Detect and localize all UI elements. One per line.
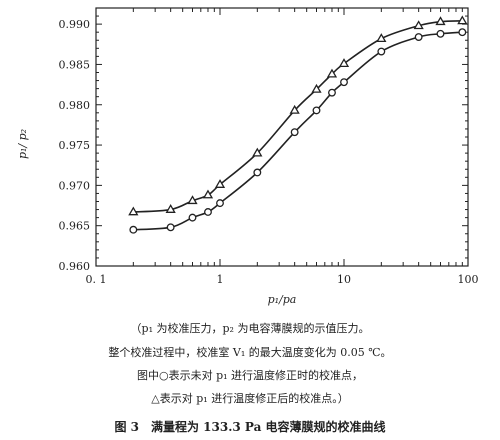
triangle-marker bbox=[252, 147, 263, 157]
caption-note-4: △表示对 p₁ 进行温度修正后的校准点。） bbox=[151, 392, 349, 405]
y-tick-label: 0.975 bbox=[59, 139, 91, 152]
x-tick-label: 100 bbox=[458, 273, 479, 286]
triangle-marker bbox=[457, 15, 468, 25]
plot-frame bbox=[95, 7, 469, 267]
y-axis-label: p₁/ p₂ bbox=[16, 129, 29, 159]
y-tick-label: 0.990 bbox=[59, 18, 91, 31]
circle-marker bbox=[328, 88, 336, 97]
caption-note-1: （p₁ 为校准压力，p₂ 为电容薄膜规的示值压力。 bbox=[130, 322, 370, 335]
circle-marker bbox=[377, 47, 386, 56]
triangle-marker bbox=[338, 58, 350, 68]
circle-marker bbox=[414, 33, 423, 41]
data-markers bbox=[128, 15, 468, 234]
circle-marker bbox=[436, 29, 445, 38]
circle-marker bbox=[458, 28, 467, 37]
x-tick-label: 0. 1 bbox=[86, 273, 107, 286]
circle-marker bbox=[129, 225, 138, 234]
x-axis-label: p₁/pa bbox=[268, 293, 297, 306]
series-line-triangle bbox=[133, 20, 463, 213]
tick-marks bbox=[95, 7, 468, 267]
circle-marker bbox=[253, 168, 262, 177]
triangle-marker bbox=[214, 179, 226, 188]
circle-marker bbox=[216, 199, 224, 208]
y-tick-label: 0.980 bbox=[59, 99, 91, 112]
triangle-marker bbox=[435, 16, 446, 26]
circle-marker bbox=[312, 106, 321, 115]
y-tick-label: 0.965 bbox=[59, 220, 91, 233]
x-tick-label: 10 bbox=[337, 273, 351, 286]
axes bbox=[95, 7, 469, 267]
y-tick-label: 0.960 bbox=[59, 260, 91, 273]
series-lines bbox=[133, 20, 463, 231]
triangle-marker bbox=[187, 195, 198, 205]
circle-marker bbox=[166, 223, 175, 232]
y-tick-label: 0.985 bbox=[59, 58, 91, 71]
triangle-marker bbox=[326, 68, 338, 78]
circle-marker bbox=[290, 128, 299, 137]
triangle-marker bbox=[289, 104, 300, 114]
figure-title: 图 3 满量程为 133.3 Pa 电容薄膜规的校准曲线 bbox=[114, 420, 386, 434]
circle-marker bbox=[340, 78, 348, 87]
calibration-chart: 0.960 0.965 0.970 0.975 0.980 0.985 0.990 0. 1 1… bbox=[16, 7, 479, 306]
tick-labels: 0.960 0.965 0.970 0.975 0.980 0.985 0.990 0. 1 1… bbox=[59, 18, 479, 286]
triangle-marker bbox=[128, 206, 139, 216]
y-tick-label: 0.970 bbox=[59, 179, 91, 192]
triangle-marker bbox=[202, 189, 214, 199]
triangle-marker bbox=[376, 33, 387, 43]
triangle-marker bbox=[311, 83, 322, 93]
triangle-marker bbox=[413, 20, 424, 30]
triangle-marker bbox=[165, 204, 176, 213]
caption-note-2: 整个校准过程中，校准室 V₁ 的最大温度变化为 0.05 ℃。 bbox=[108, 346, 392, 359]
circle-marker bbox=[204, 208, 212, 216]
caption-note-3: 图中○表示未对 p₁ 进行温度修正时的校准点， bbox=[136, 369, 364, 382]
x-tick-label: 1 bbox=[217, 273, 224, 286]
circle-marker bbox=[188, 213, 197, 222]
